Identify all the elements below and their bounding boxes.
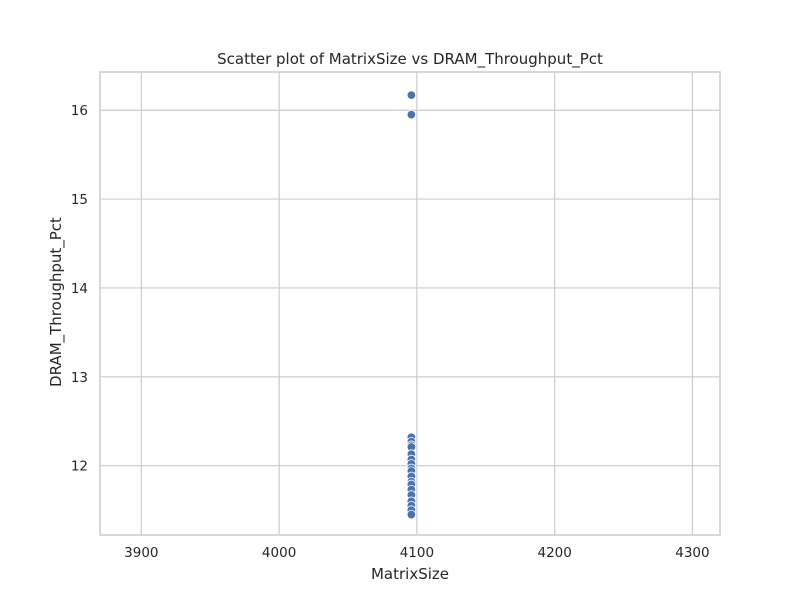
y-tick-label: 15 [71, 192, 88, 208]
y-axis-label: DRAM_Throughput_Pct [47, 217, 66, 387]
y-tick-label: 14 [71, 281, 88, 297]
plot-frame [99, 71, 721, 536]
x-tick-label: 4000 [262, 545, 296, 561]
y-tick-label: 13 [71, 370, 88, 386]
x-tick-labels: 3900 4000 4100 4200 4300 [124, 545, 709, 561]
data-point [406, 109, 417, 120]
data-point [406, 509, 417, 520]
chart-title: Scatter plot of MatrixSize vs DRAM_Throu… [217, 50, 603, 69]
data-points [406, 90, 417, 520]
y-tick-label: 16 [71, 103, 88, 119]
x-tick-label: 4100 [400, 545, 434, 561]
x-axis-label: MatrixSize [371, 565, 449, 583]
x-tick-label: 4200 [537, 545, 571, 561]
y-tick-label: 12 [71, 459, 88, 475]
y-tick-labels: 12 13 14 15 16 [71, 103, 88, 474]
x-tick-label: 3900 [124, 545, 158, 561]
x-tick-label: 4300 [675, 545, 709, 561]
data-point [406, 90, 417, 100]
